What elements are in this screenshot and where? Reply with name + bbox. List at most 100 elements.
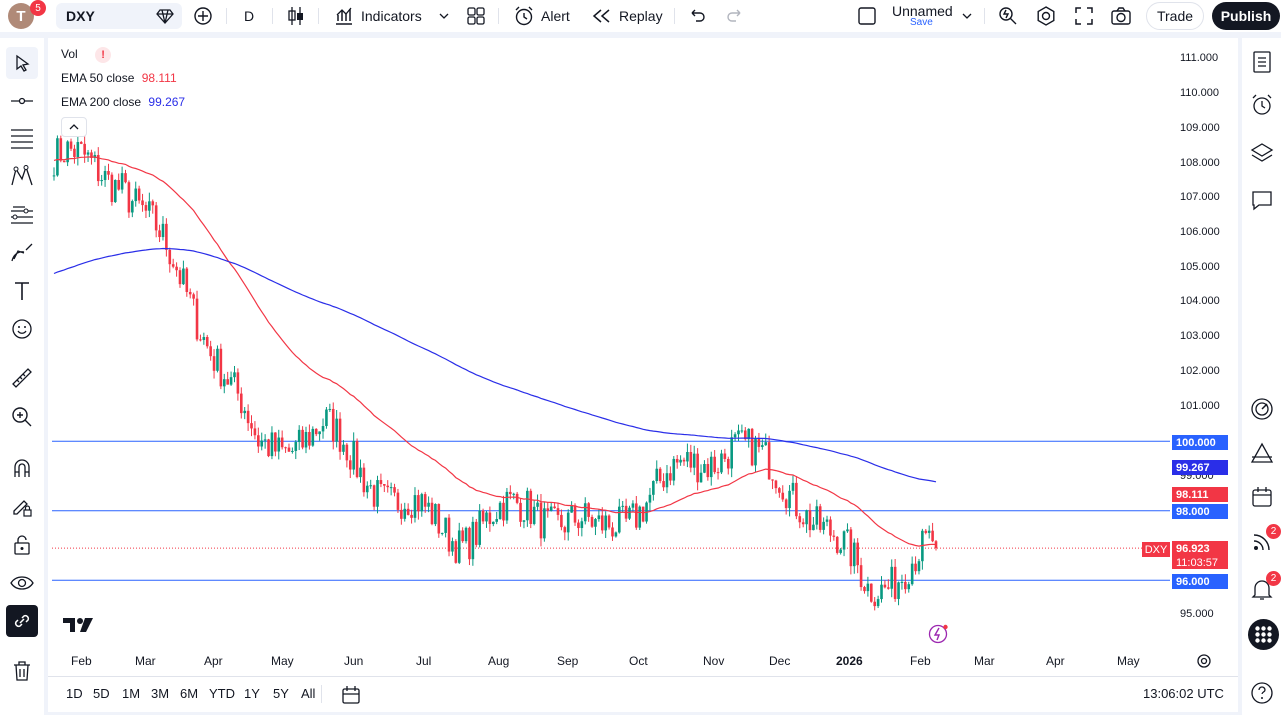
candle-body [437, 504, 441, 534]
watchlist-button[interactable] [1248, 48, 1276, 76]
layout-square-icon[interactable] [857, 6, 877, 26]
candle-body [137, 188, 141, 201]
candle-body [880, 584, 883, 600]
zoom-tool[interactable] [6, 401, 38, 433]
candle-body [314, 428, 318, 435]
warning-icon[interactable]: ! [95, 47, 112, 63]
countdown-tag: 11:03:57 [1172, 556, 1228, 569]
candle-body [478, 510, 481, 545]
range-button[interactable]: 1Y [244, 686, 260, 701]
price-axis-label: 108.000 [1180, 157, 1220, 169]
lightning-icon[interactable] [928, 623, 950, 645]
remove-tool[interactable] [6, 655, 38, 687]
alerts-panel-button[interactable] [1248, 91, 1276, 119]
price-chart[interactable] [48, 38, 1238, 676]
collapse-legend-button[interactable] [61, 117, 87, 137]
quick-search-icon[interactable] [997, 5, 1019, 27]
candle-body [369, 485, 373, 487]
indicators-icon[interactable] [334, 6, 354, 26]
fib-tool[interactable] [6, 122, 38, 154]
candle-body [430, 502, 434, 525]
fullscreen-icon[interactable] [1074, 6, 1094, 26]
emoji-tool[interactable] [6, 313, 38, 345]
alarm-clock-icon[interactable] [513, 5, 535, 27]
object-tree-button[interactable] [1248, 139, 1276, 167]
candle-body [90, 152, 93, 158]
gear-icon[interactable] [1035, 5, 1057, 27]
candle-body [250, 423, 253, 429]
ideas-button[interactable] [1248, 439, 1276, 467]
candle-body [117, 179, 121, 190]
interval-button[interactable]: D [244, 8, 255, 24]
brush-tool[interactable] [6, 236, 38, 268]
candle-body [127, 182, 131, 213]
range-button[interactable]: YTD [209, 686, 235, 701]
text-tool[interactable] [6, 275, 38, 307]
magnet-tool[interactable] [6, 452, 38, 484]
ema200-line [53, 247, 937, 483]
lock-tool[interactable] [6, 529, 38, 561]
cursor-tool[interactable] [6, 47, 38, 79]
replay-button[interactable]: Replay [619, 8, 663, 24]
undo-icon[interactable] [688, 7, 706, 25]
chat-button[interactable] [1248, 186, 1276, 214]
candle-body [863, 587, 866, 592]
range-button[interactable]: 5Y [273, 686, 289, 701]
range-button[interactable]: 1M [122, 686, 141, 701]
range-button[interactable]: 5D [93, 686, 110, 701]
indicators-button[interactable]: Indicators [361, 8, 422, 24]
range-button[interactable]: 3M [151, 686, 170, 701]
sync-tool[interactable] [6, 605, 38, 637]
forecast-tool[interactable] [6, 198, 38, 230]
pattern-tool[interactable] [6, 160, 38, 192]
layout-name[interactable]: Unnamed [892, 3, 953, 19]
candle-body [655, 468, 659, 482]
candle-body [226, 379, 229, 385]
range-button[interactable]: 1D [66, 686, 83, 701]
draw-mode-tool[interactable] [6, 491, 38, 523]
alert-button[interactable]: Alert [541, 8, 570, 24]
trend-line-tool[interactable] [6, 85, 38, 117]
products-button[interactable] [1248, 619, 1279, 650]
candle-body [641, 506, 645, 522]
alarm-clock-icon [1252, 94, 1272, 115]
candle-body [669, 473, 672, 481]
clock[interactable]: 13:06:02 UTC [1143, 686, 1224, 701]
candle-body [689, 452, 693, 468]
range-button[interactable]: 6M [180, 686, 199, 701]
calendar-button[interactable] [1248, 483, 1276, 511]
tradingview-logo-icon[interactable] [63, 616, 97, 634]
candle-body [86, 152, 90, 155]
save-label[interactable]: Save [910, 17, 933, 28]
streams-button[interactable] [1248, 528, 1276, 556]
symbol-search[interactable]: DXY [56, 3, 182, 29]
notifications-button[interactable] [1248, 575, 1276, 603]
replay-icon[interactable] [592, 8, 612, 24]
help-button[interactable] [1248, 679, 1276, 707]
trade-button[interactable]: Trade [1146, 2, 1204, 30]
candle-body [617, 506, 621, 533]
candle-body [883, 584, 887, 588]
ema50-legend[interactable]: EMA 50 close 98.111 [61, 71, 177, 85]
candle-body [471, 521, 475, 560]
candle-body [502, 502, 505, 521]
goto-date-icon[interactable] [341, 685, 361, 705]
visibility-tool[interactable] [6, 567, 38, 599]
candles-style-icon[interactable] [286, 5, 306, 27]
diamond-icon[interactable] [156, 8, 174, 24]
compare-add-icon[interactable] [193, 6, 213, 26]
camera-icon[interactable] [1110, 6, 1132, 26]
technicals-button[interactable] [1248, 395, 1276, 423]
ruler-tool[interactable] [6, 362, 38, 394]
candle-body [318, 431, 321, 435]
chevron-down-icon[interactable] [439, 11, 449, 21]
ema200-legend[interactable]: EMA 200 close 99.267 [61, 95, 185, 109]
chart-pane[interactable] [48, 38, 1238, 676]
chevron-down-icon[interactable] [962, 11, 972, 21]
range-button[interactable]: All [301, 686, 316, 701]
vol-legend[interactable]: Vol ! [61, 47, 112, 63]
layout-grid-icon[interactable] [466, 6, 486, 26]
publish-button[interactable]: Publish [1212, 2, 1280, 30]
user-avatar[interactable]: T [8, 3, 34, 29]
settings-gear-icon[interactable] [1196, 653, 1212, 669]
